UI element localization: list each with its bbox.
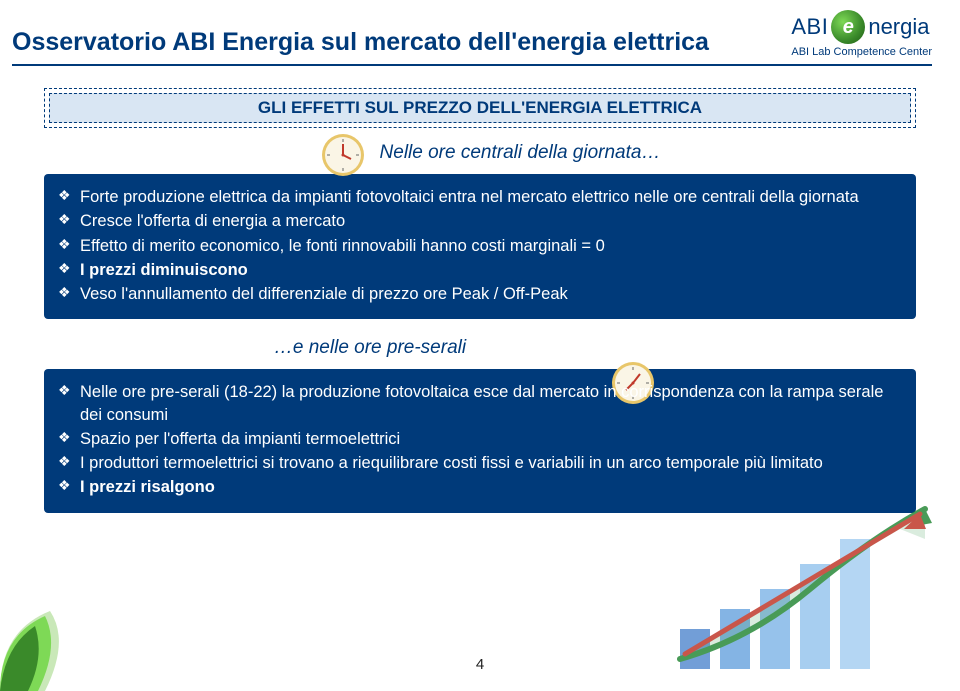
header-divider (12, 64, 932, 66)
logo: ABI e nergia ABI Lab Competence Center (791, 10, 932, 58)
bullet-item: Veso l'annullamento del differenziale di… (58, 283, 902, 305)
bullet-item: Cresce l'offerta di energia a mercato (58, 210, 902, 232)
bullet-item: Nelle ore pre-serali (18-22) la produzio… (58, 381, 902, 426)
logo-text-nergia: nergia (868, 14, 929, 40)
intro-text-1: Nelle ore centrali della giornata… (0, 142, 960, 164)
bullet-item: Effetto di merito economico, le fonti ri… (58, 235, 902, 257)
bullet-item: I prezzi diminuiscono (58, 259, 902, 281)
page-title: Osservatorio ABI Energia sul mercato del… (12, 10, 709, 57)
intro-text-2: …e nelle ore pre-serali (0, 337, 960, 359)
leaf-icon (0, 601, 90, 691)
bullet-item: I produttori termoelettrici si trovano a… (58, 452, 902, 474)
info-box-1: Forte produzione elettrica da impianti f… (44, 174, 916, 319)
banner-container: GLI EFFETTI SUL PREZZO DELL'ENERGIA ELET… (44, 88, 916, 128)
chart-decoration (670, 499, 940, 679)
banner-title: GLI EFFETTI SUL PREZZO DELL'ENERGIA ELET… (49, 93, 911, 123)
logo-subtitle: ABI Lab Competence Center (791, 46, 932, 58)
bullet-item: I prezzi risalgono (58, 476, 902, 498)
logo-text-abi: ABI (791, 14, 828, 40)
page-number: 4 (476, 656, 484, 673)
bullet-item: Forte produzione elettrica da impianti f… (58, 186, 902, 208)
clock-icon (320, 132, 366, 178)
info-box-2: Nelle ore pre-serali (18-22) la produzio… (44, 369, 916, 512)
logo-globe-icon: e (831, 10, 865, 44)
bullet-item: Spazio per l'offerta da impianti termoel… (58, 428, 902, 450)
